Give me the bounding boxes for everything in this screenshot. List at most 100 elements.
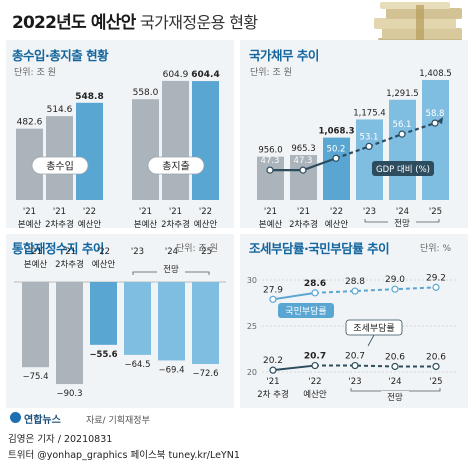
source-text: 자료/ 기획재정부	[86, 416, 150, 426]
data-label: 20.6	[385, 352, 405, 362]
forecast-label: 전망	[394, 218, 410, 229]
x-tick-line0: '21	[29, 247, 42, 257]
line-point	[432, 362, 440, 371]
line-data-label: 47.3	[261, 156, 280, 166]
line-data-label: 47.3	[294, 156, 313, 166]
page-title: 2022년도 예산안	[12, 13, 136, 33]
data-label: 29.2	[426, 273, 446, 283]
series-line-forecast	[314, 286, 437, 294]
chart2-unit: 단위: 조 원	[250, 68, 292, 78]
series-label: 총지출	[162, 161, 190, 173]
series-line-forecast	[315, 364, 436, 368]
data-label: 20.7	[345, 352, 365, 362]
bar	[192, 282, 219, 365]
arrow-icon	[437, 117, 443, 125]
x-tick-line0: '21	[63, 247, 76, 257]
x-tick-line0: '21	[297, 207, 310, 217]
x-tick-line0: '22	[330, 207, 343, 217]
y-tick: 20	[247, 368, 257, 377]
line-point	[432, 283, 440, 291]
line-data-label: 50.2	[327, 144, 346, 154]
bar	[124, 282, 151, 355]
x-tick-line1: 본예산	[24, 259, 48, 270]
line-point	[398, 130, 406, 138]
y-tick: 25	[247, 322, 257, 331]
bar	[389, 99, 416, 200]
tag-pointer	[367, 334, 375, 347]
bar	[158, 282, 185, 361]
x-tick: '24	[396, 207, 409, 217]
line-point	[351, 287, 359, 295]
x-tick-line1: 예산안	[78, 219, 102, 230]
data-label: −64.5	[124, 360, 150, 370]
bar	[162, 80, 189, 200]
data-label: 1,068.3	[318, 127, 354, 137]
data-label: 27.9	[263, 285, 283, 295]
x-tick-line1: 2차추경	[55, 259, 84, 270]
data-label: −69.4	[158, 365, 184, 375]
data-label: 28.6	[304, 279, 326, 289]
x-tick: '25	[429, 207, 442, 217]
series-tag	[278, 303, 334, 318]
legend-pill	[372, 161, 434, 176]
legend-label: GDP 대비 (%)	[376, 165, 430, 175]
x-tick-line0: '22	[199, 207, 212, 217]
x-tick-line1: 2차추경	[45, 219, 74, 230]
series-tag-label: 국민부담률	[285, 305, 326, 317]
forecast-bg	[381, 391, 409, 403]
data-label: 514.6	[47, 105, 73, 115]
line-point	[391, 285, 399, 293]
x-tick-line1: 2차추경	[289, 219, 318, 230]
chart1-unit: 단위: 조 원	[14, 68, 56, 78]
x-tick: '25	[199, 247, 212, 257]
x-tick-line0: '22	[97, 247, 110, 257]
bar	[422, 79, 449, 200]
x-tick-line0: '22	[83, 207, 96, 217]
x-tick: '23	[131, 247, 144, 257]
forecast-bracket	[350, 388, 441, 392]
bar	[56, 282, 83, 385]
series-line	[272, 364, 316, 372]
line-point	[266, 166, 274, 174]
data-label: 548.8	[75, 92, 103, 102]
data-label: −55.6	[89, 350, 117, 360]
x-tick-line0: '21	[266, 377, 279, 387]
x-tick-line1: 본예산	[18, 219, 42, 230]
line-data-label: 56.1	[393, 120, 412, 130]
data-label: 20.6	[426, 352, 446, 362]
data-label: −90.3	[56, 389, 82, 399]
data-label: −72.6	[192, 369, 218, 379]
data-label: 965.3	[291, 144, 315, 154]
data-label: 1,175.4	[353, 108, 385, 118]
series-pill	[147, 156, 205, 175]
x-tick-line0: '22	[308, 377, 321, 387]
social-text: 트위터 @yonhap_graphics 페이스북 tuney.kr/LeYN1	[8, 450, 240, 461]
x-tick-line1: 예산안	[92, 259, 116, 270]
credit-text: 김영은 기자 / 20210831	[8, 434, 113, 445]
chart3-title: 통합재정수지 추이	[12, 241, 104, 256]
bar	[192, 81, 219, 200]
forecast-label: 전망	[163, 264, 179, 275]
bar	[323, 137, 350, 200]
data-label: 558.0	[133, 88, 159, 98]
chart2-title: 국가채무 추이	[249, 48, 319, 63]
x-tick: '23	[363, 207, 376, 217]
x-tick-line0: '21	[169, 207, 182, 217]
x-tick: '24	[165, 247, 178, 257]
data-label: 1,291.5	[386, 89, 418, 99]
x-tick-line1: 2차추경	[161, 219, 190, 230]
x-tick-line1: 본예산	[259, 219, 283, 230]
page-subtitle: 국가재정운용 현황	[140, 13, 258, 32]
line-point	[391, 362, 399, 371]
data-label: 28.8	[345, 277, 365, 287]
line-point	[311, 361, 319, 370]
gdp-ratio-line-forecast	[335, 122, 436, 160]
chart4-unit: 단위: %	[420, 244, 452, 254]
bar	[257, 156, 284, 200]
line-point	[311, 289, 319, 297]
bar	[132, 99, 159, 200]
x-tick: '25	[429, 377, 442, 387]
chart1-title: 총수입·총지출 현황	[12, 48, 109, 63]
data-label: 604.4	[191, 70, 219, 80]
